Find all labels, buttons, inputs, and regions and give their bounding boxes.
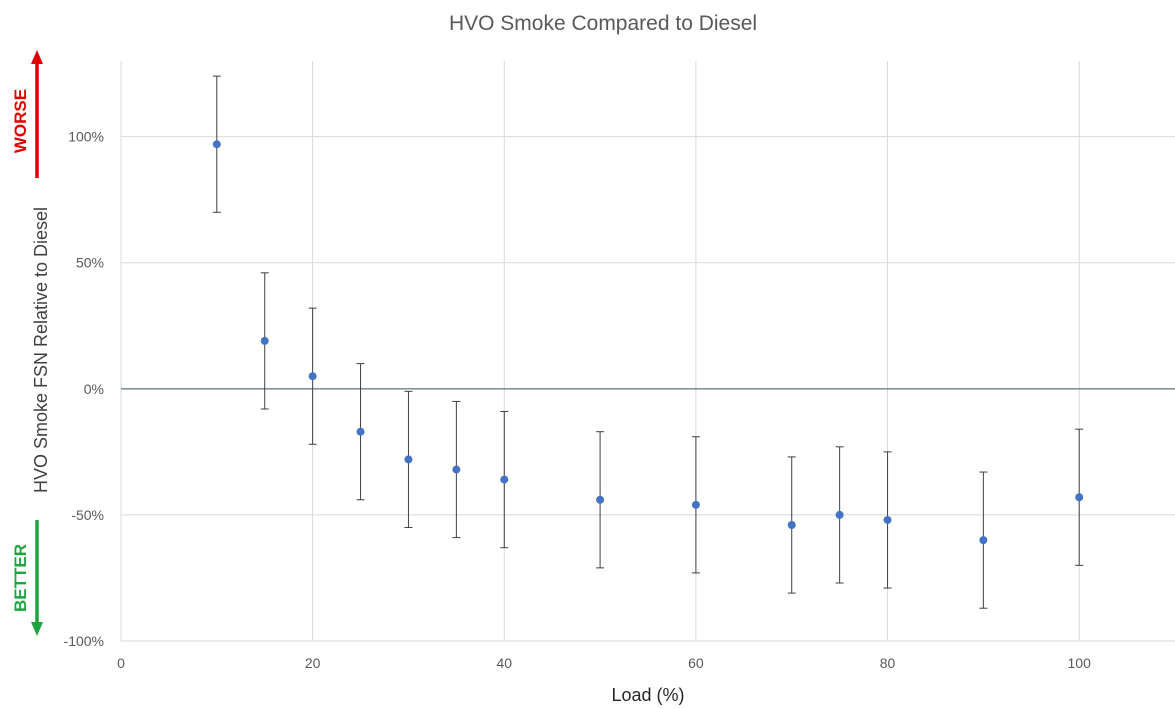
better-annotation: BETTER <box>11 520 43 636</box>
x-tick-label: 100 <box>1068 655 1092 671</box>
data-points <box>212 140 1084 545</box>
error-bars <box>212 75 1084 609</box>
data-point <box>596 495 605 504</box>
data-point <box>212 140 221 149</box>
grid <box>120 61 1175 642</box>
data-point <box>308 372 317 381</box>
better-arrow-head <box>31 622 43 636</box>
x-tick-labels: 0 20 40 60 80 100 <box>117 655 1091 671</box>
x-tick-label: 40 <box>496 655 512 671</box>
y-tick-labels: -100% -50% 0% 50% 100% <box>64 129 104 649</box>
worse-label: WORSE <box>11 89 30 153</box>
y-tick-label: -50% <box>71 507 104 523</box>
worse-arrow-head <box>31 50 43 64</box>
chart-title: HVO Smoke Compared to Diesel <box>449 12 757 35</box>
data-point <box>452 465 461 474</box>
y-tick-label: -100% <box>64 633 104 649</box>
data-point <box>835 510 844 519</box>
worse-annotation: WORSE <box>11 50 43 178</box>
y-tick-label: 100% <box>68 129 104 145</box>
x-tick-label: 80 <box>880 655 896 671</box>
y-axis-title: HVO Smoke FSN Relative to Diesel <box>31 207 51 493</box>
data-point <box>691 500 700 509</box>
data-point <box>356 427 365 436</box>
data-point <box>500 475 509 484</box>
x-tick-label: 0 <box>117 655 125 671</box>
data-point <box>1075 493 1084 502</box>
data-point <box>979 536 988 545</box>
y-tick-label: 50% <box>76 255 104 271</box>
data-point <box>787 521 796 529</box>
data-point <box>404 455 413 464</box>
x-axis-title: Load (%) <box>611 685 684 705</box>
x-tick-label: 60 <box>688 655 704 671</box>
data-point <box>260 336 269 345</box>
data-point <box>883 515 892 524</box>
better-label: BETTER <box>11 544 30 612</box>
y-tick-label: 0% <box>84 381 104 397</box>
x-tick-label: 20 <box>305 655 321 671</box>
